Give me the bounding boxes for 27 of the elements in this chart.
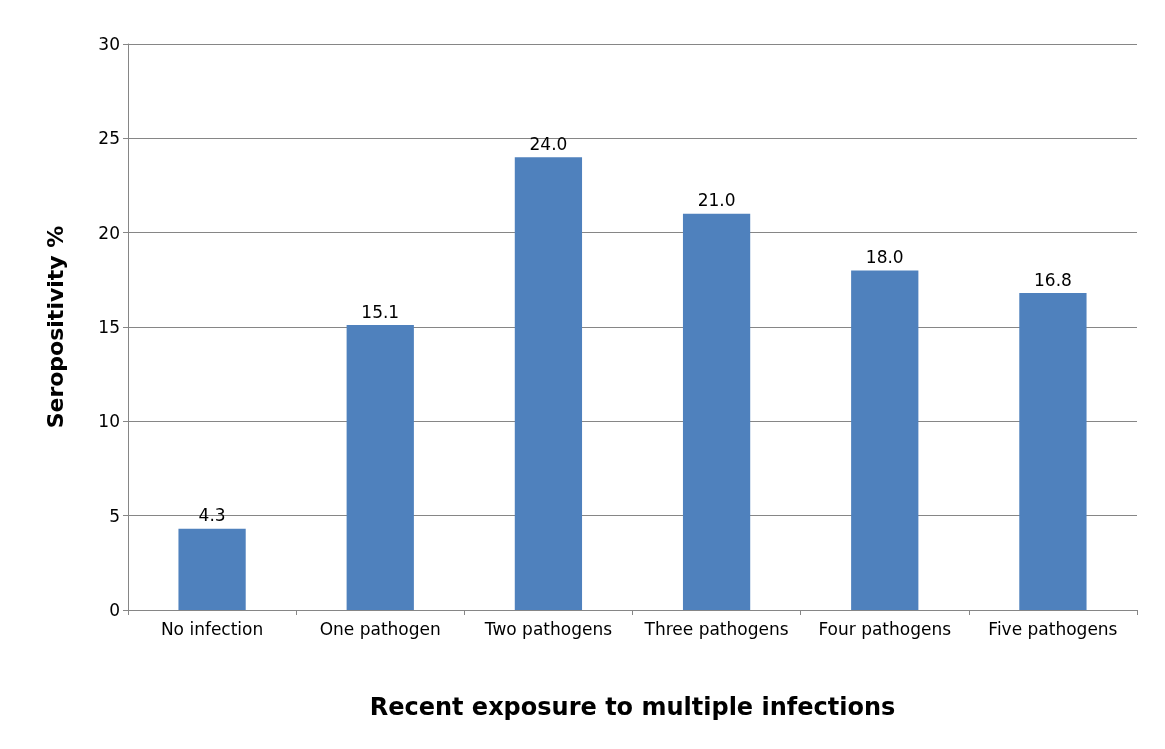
y-tick-label: 5 <box>109 505 120 526</box>
x-tick-label: No infection <box>160 619 264 639</box>
y-tick-label: 10 <box>98 411 120 432</box>
data-label: 18.0 <box>865 246 904 267</box>
data-label: 4.3 <box>198 505 226 526</box>
bar <box>346 325 414 610</box>
data-label: 21.0 <box>697 190 736 211</box>
bar <box>851 270 919 610</box>
x-tick-label: Four pathogens <box>818 619 952 639</box>
bar <box>682 213 751 610</box>
y-tick-label: 15 <box>98 317 120 337</box>
bar <box>178 528 246 610</box>
data-label: 15.1 <box>361 301 400 322</box>
y-tick-label: 20 <box>98 222 120 243</box>
bar <box>1019 293 1087 610</box>
data-label: 16.8 <box>1033 269 1072 290</box>
x-tick-label: Two pathogens <box>483 619 613 639</box>
x-tick-label: Five pathogens <box>988 619 1118 639</box>
x-axis-title: Recent exposure to multiple infections <box>369 693 896 721</box>
y-tick-label: 0 <box>109 600 120 620</box>
y-tick-label: 25 <box>98 128 120 149</box>
x-tick-label: Three pathogens <box>643 619 789 639</box>
y-axis-title: Seropositivity % <box>42 225 68 429</box>
bar <box>514 157 583 610</box>
x-tick-label: One pathogen <box>319 619 441 639</box>
data-label: 24.0 <box>529 133 568 154</box>
y-tick-label: 30 <box>98 34 120 54</box>
